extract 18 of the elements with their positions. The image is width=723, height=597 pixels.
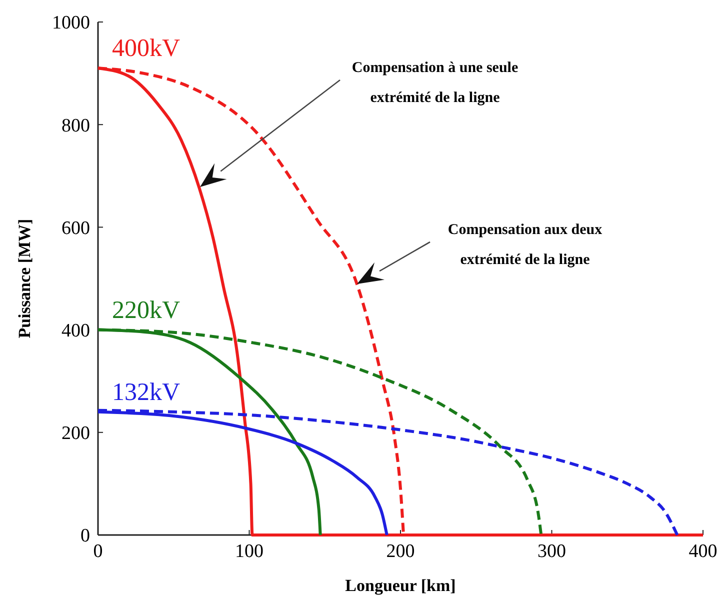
x-tick-label: 300 — [538, 541, 566, 562]
series-label: 220kV — [112, 296, 180, 324]
x-tick-label: 0 — [93, 541, 103, 562]
y-tick-label: 200 — [62, 423, 90, 444]
y-axis-title: Puissance [MW] — [15, 218, 34, 338]
series-label: 132kV — [112, 378, 180, 406]
x-tick-label: 100 — [235, 541, 264, 562]
annotation: Compensation aux deux extrémité de la ligne — [448, 222, 603, 268]
y-tick-label: 0 — [80, 526, 90, 547]
y-tick-label: 600 — [62, 218, 90, 239]
x-tick-label: 200 — [386, 541, 415, 562]
y-tick-label: 1000 — [52, 12, 90, 34]
x-tick-label: 400 — [688, 541, 718, 562]
x-axis-title: Longueur [km] — [345, 576, 456, 595]
series-label: 400kV — [112, 35, 180, 62]
y-tick-label: 400 — [62, 320, 90, 342]
y-tick-label: 800 — [62, 115, 90, 136]
annotation: Compensation à une seule extrémité de la ligne — [352, 60, 518, 106]
